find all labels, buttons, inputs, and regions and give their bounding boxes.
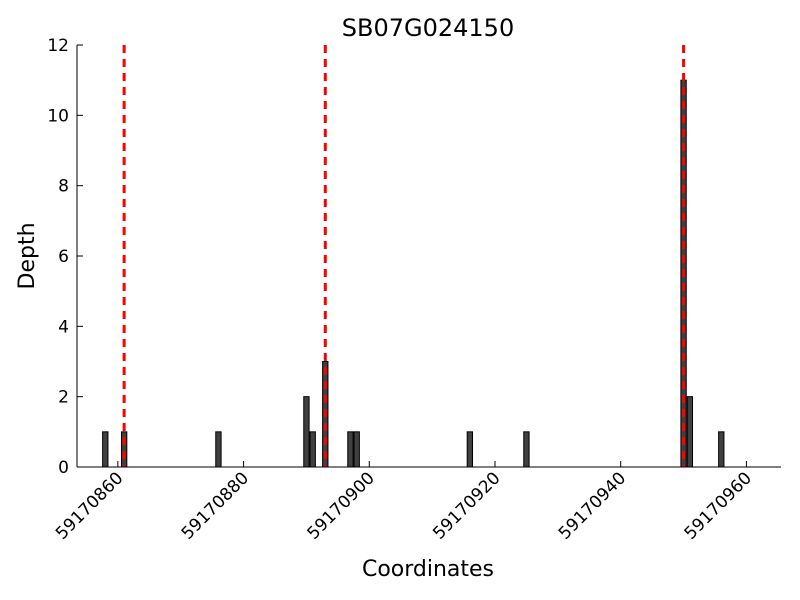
y-tick-label: 12 (47, 36, 69, 56)
bars-layer (102, 79, 725, 468)
x-axis-label: Coordinates (362, 557, 494, 582)
markers-layer (122, 45, 686, 467)
x-tick-label: 59170900 (303, 468, 378, 543)
depth-bar (718, 431, 725, 468)
x-tick-label: 59170960 (681, 468, 756, 543)
depth-bar (686, 396, 694, 468)
x-tick-label: 59170920 (429, 468, 504, 543)
y-tick-label: 10 (47, 106, 69, 126)
y-tick-label: 4 (58, 317, 69, 337)
depth-bar (303, 396, 310, 468)
depth-bar (347, 431, 354, 468)
depth-bar (215, 431, 222, 468)
y-tick-label: 6 (58, 247, 69, 267)
y-tick-label: 2 (58, 388, 69, 408)
y-tick-label: 0 (58, 458, 69, 478)
y-tick-label: 8 (58, 177, 69, 197)
x-tick-label: 59170880 (178, 468, 253, 543)
depth-bar (102, 431, 109, 468)
depth-bar (309, 431, 316, 468)
depth-bar (353, 431, 360, 468)
chart-title: SB07G024150 (342, 14, 514, 42)
depth-bar (466, 431, 474, 468)
x-tick-label: 59170940 (555, 468, 630, 543)
x-tick-label: 59170860 (52, 468, 127, 543)
ticks-layer: 0 2 4 6 8 10 12 59170860 59170880 59170900 5917092… (47, 36, 756, 544)
y-axis-label: Depth (15, 222, 40, 289)
depth-bar (523, 431, 530, 468)
axes-layer (76, 45, 781, 468)
